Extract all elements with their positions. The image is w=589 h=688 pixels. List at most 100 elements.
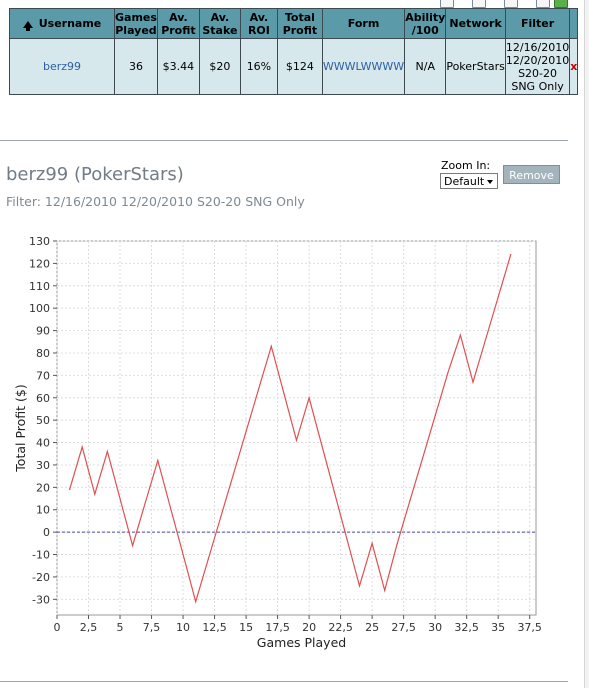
y-tick-label: 50 xyxy=(36,414,50,427)
y-tick-label: 10 xyxy=(36,504,50,517)
y-tick-label: -10 xyxy=(32,549,50,562)
x-tick-label: 20 xyxy=(302,621,316,634)
column-header-username[interactable]: Username xyxy=(9,8,115,39)
username-link[interactable]: berz99 xyxy=(9,38,115,95)
header-label: Av. xyxy=(210,10,230,24)
remove-row-button[interactable]: x xyxy=(569,38,579,95)
data-point xyxy=(119,497,121,500)
document-icon[interactable] xyxy=(440,0,454,8)
spreadsheet-icon[interactable] xyxy=(472,0,486,8)
column-header-av-roi[interactable]: Av. ROI xyxy=(239,8,278,39)
x-tick-label: 7,5 xyxy=(143,621,161,634)
y-tick-label: 30 xyxy=(36,459,50,472)
zoom-selected-value: Default xyxy=(444,175,485,188)
data-point xyxy=(346,538,348,540)
total-profit-cell: $124 xyxy=(276,38,323,95)
x-tick-label: 32,5 xyxy=(454,621,479,634)
x-tick-label: 5 xyxy=(117,621,124,634)
data-point xyxy=(371,542,373,544)
column-header-ability[interactable]: Ability/100 xyxy=(404,8,447,39)
form-link[interactable]: WWWLWWWW xyxy=(321,38,406,95)
data-point xyxy=(295,439,298,441)
data-point xyxy=(333,491,335,493)
x-tick-label: 22,5 xyxy=(328,621,353,634)
y-tick-label: 60 xyxy=(36,392,50,405)
filter-description: Filter: 12/16/2010 12/20/2010 S20-20 SNG… xyxy=(6,194,305,209)
column-header-games-played[interactable]: Games Played xyxy=(114,8,158,39)
table-header-row: Username Games Played Av. Profit Av. Stake … xyxy=(9,8,579,39)
data-point xyxy=(484,338,487,341)
profit-chart: 0 2,5 5 7,5 10 12,5 15 17,5 20 22,5 25 27,5 30 32,5 35… xyxy=(13,235,542,650)
bottom-divider xyxy=(0,681,568,682)
remove-button[interactable]: Remove xyxy=(503,165,560,184)
data-point xyxy=(232,473,235,475)
header-label: Profit xyxy=(282,23,318,37)
data-point xyxy=(157,459,159,462)
x-tick-label: 30 xyxy=(428,621,442,634)
column-header-filter[interactable]: Filter xyxy=(504,8,571,39)
zoom-select[interactable]: Default xyxy=(440,173,498,189)
section-divider xyxy=(0,140,568,141)
y-tick-label: 90 xyxy=(36,325,50,338)
x-tick-label: 17,5 xyxy=(265,621,290,634)
games-played-cell: 36 xyxy=(114,38,158,95)
y-tick-label: 70 xyxy=(36,369,50,382)
column-header-total-profit[interactable]: Total Profit xyxy=(276,8,323,39)
stats-table: Username Games Played Av. Profit Av. Stake … xyxy=(9,8,579,95)
export-icon[interactable] xyxy=(536,0,550,8)
data-point xyxy=(497,296,499,298)
page-title: berz99 (PokerStars) xyxy=(6,164,184,185)
x-tick-label: 25 xyxy=(365,621,379,634)
data-point xyxy=(459,334,461,336)
data-point xyxy=(69,488,71,491)
y-tick-label: 80 xyxy=(36,347,50,360)
y-tick-label: 40 xyxy=(36,437,50,450)
data-point xyxy=(434,415,436,417)
header-label: Form xyxy=(347,17,380,30)
filter-line: SNG Only xyxy=(511,79,564,93)
data-point xyxy=(510,253,512,256)
data-point xyxy=(270,345,272,347)
data-point xyxy=(94,493,96,495)
column-header-av-stake[interactable]: Av. Stake xyxy=(198,8,241,39)
x-axis-label: Games Played xyxy=(257,635,346,650)
x-tick-label: 37,5 xyxy=(517,621,542,634)
y-tick-label: 20 xyxy=(36,481,50,494)
y-tick-label: 110 xyxy=(29,280,50,293)
column-header-av-profit[interactable]: Av. Profit xyxy=(156,8,200,39)
y-axis-label: Total Profit ($) xyxy=(13,384,28,472)
header-label: Profit xyxy=(161,23,196,37)
header-label: Av. xyxy=(169,10,188,24)
header-label: Av. xyxy=(249,10,269,24)
y-tick-label: 120 xyxy=(29,257,50,270)
x-tick-label: 2,5 xyxy=(80,621,98,634)
y-tick-label: -20 xyxy=(32,571,50,584)
page-icon[interactable] xyxy=(504,0,518,8)
header-label: Ability xyxy=(405,10,446,24)
column-header-form[interactable]: Form xyxy=(321,8,406,39)
y-tick-label: 0 xyxy=(43,526,50,539)
table-row: berz99 36 $3.44 $20 16% $124 WWWLWWWW N/… xyxy=(9,38,579,95)
scrollbar[interactable] xyxy=(584,0,589,688)
av-stake-cell: $20 xyxy=(198,38,241,95)
sort-up-icon[interactable] xyxy=(22,20,33,31)
av-roi-cell: 16% xyxy=(239,38,278,95)
data-point xyxy=(396,542,398,544)
av-profit-cell: $3.44 xyxy=(156,38,200,95)
refresh-icon[interactable] xyxy=(554,0,568,8)
header-label: Stake xyxy=(202,23,238,37)
data-point xyxy=(308,397,310,399)
x-tick-label: 15 xyxy=(239,621,253,634)
header-label: Games xyxy=(115,10,157,24)
zoom-label: Zoom In: xyxy=(441,159,491,172)
column-header-network[interactable]: Network xyxy=(445,8,506,39)
data-point xyxy=(384,589,386,591)
header-label: Username xyxy=(38,17,102,30)
x-tick-label: 12,5 xyxy=(202,621,227,634)
network-cell: PokerStars xyxy=(445,38,506,95)
ability-cell: N/A xyxy=(404,38,447,95)
x-tick-label: 35 xyxy=(491,621,505,634)
data-point xyxy=(447,372,449,374)
data-point xyxy=(283,392,285,394)
data-point xyxy=(207,558,209,560)
